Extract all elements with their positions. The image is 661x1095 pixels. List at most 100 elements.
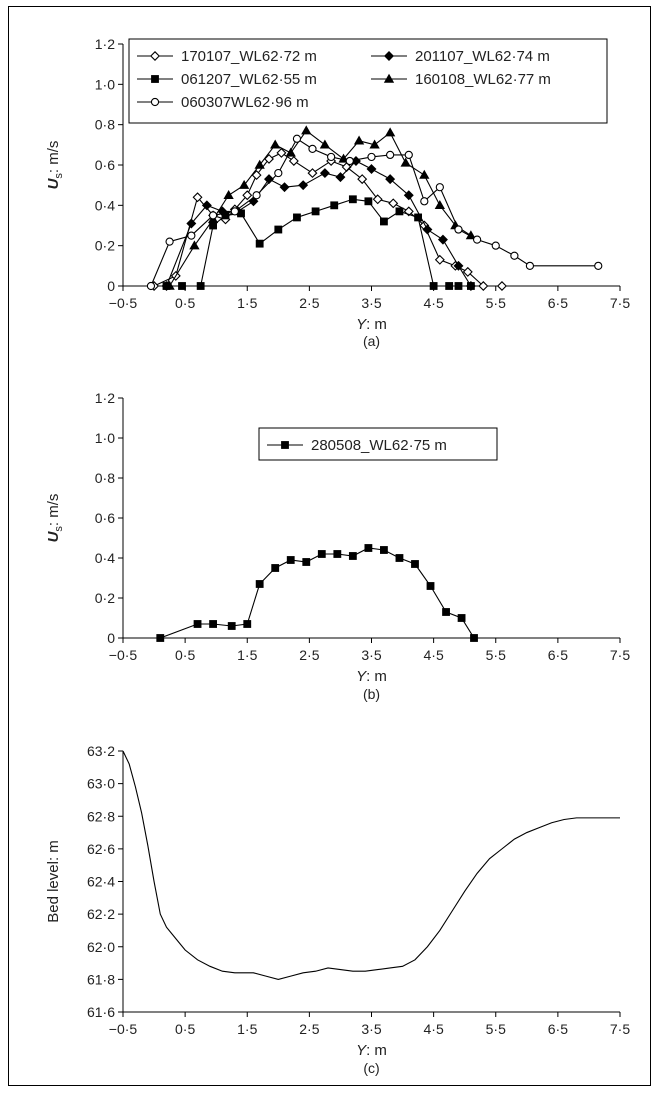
data-point [454, 225, 463, 234]
data-point [348, 552, 357, 560]
data-point [317, 550, 326, 558]
legend-marker [281, 441, 289, 449]
y-tick-label: 63·2 [87, 743, 115, 759]
x-tick-label: 6·5 [548, 1021, 568, 1037]
data-point [380, 546, 388, 554]
data-point [298, 180, 309, 191]
y-tick-label: 1·0 [95, 430, 115, 446]
y-tick-label: 0·8 [95, 117, 115, 133]
legend-marker [151, 75, 159, 83]
data-point [454, 282, 463, 290]
data-point [189, 240, 200, 250]
data-point [384, 127, 396, 137]
x-tick-label: −0·5 [109, 1021, 138, 1037]
data-point [496, 281, 507, 291]
y-axis-label: Us: m/s [45, 494, 65, 543]
panel-caption: (c) [363, 1060, 379, 1076]
data-point [156, 634, 165, 642]
data-point [335, 172, 346, 183]
x-tick-label: 2·5 [299, 647, 319, 663]
x-tick-label: 7·5 [610, 647, 630, 663]
x-axis-label-var: Y [356, 316, 367, 333]
data-point [422, 224, 433, 235]
panel-caption: (a) [363, 333, 380, 349]
y-tick-label: 62·6 [87, 841, 115, 857]
legend-label: 170107_WL62·72 m [181, 48, 317, 65]
y-tick-label: 1·0 [95, 76, 115, 92]
series-line [122, 750, 620, 980]
y-tick-label: 62·4 [87, 874, 115, 890]
data-point [364, 197, 373, 206]
data-point [385, 174, 396, 185]
data-point [414, 213, 423, 222]
data-point [308, 144, 317, 153]
x-axis-label-unit: : m [366, 316, 387, 333]
y-tick-label: 62·8 [87, 808, 115, 824]
data-point [196, 282, 205, 290]
data-point [255, 580, 264, 588]
x-axis-label-unit: : m [366, 668, 387, 685]
data-point [319, 139, 331, 149]
data-point [434, 200, 445, 210]
data-point [437, 234, 448, 245]
y-tick-label: 63·0 [87, 776, 115, 792]
data-point [187, 231, 196, 240]
series-280508_WL62·75 m [156, 544, 478, 642]
x-tick-label: 7·5 [610, 295, 630, 311]
x-axis-label: Y: m [356, 1042, 387, 1059]
data-point [420, 197, 429, 206]
legend-marker [384, 51, 394, 61]
data-point [400, 157, 411, 167]
data-point [165, 237, 174, 246]
legend: 280508_WL62·75 m [258, 427, 498, 461]
data-point [302, 558, 311, 566]
y-tick-label: 62·0 [87, 939, 115, 955]
data-point [404, 150, 413, 160]
data-point [411, 560, 419, 568]
y-tick-label: 61·6 [87, 1004, 115, 1020]
y-tick-label: 0·6 [95, 157, 115, 173]
data-point [238, 179, 250, 189]
data-point [146, 281, 156, 291]
y-axis-label-sub: s [53, 173, 65, 179]
data-point [301, 125, 312, 135]
data-point [426, 582, 435, 590]
x-tick-label: 1·5 [237, 647, 257, 663]
x-tick-label: 4·5 [424, 295, 444, 311]
data-point [319, 168, 330, 179]
data-point [330, 201, 339, 210]
y-axis-label: Us: m/s [45, 141, 65, 190]
x-tick-label: 3·5 [361, 1021, 381, 1037]
data-point [466, 282, 475, 290]
series-061207_WL62·55 m [162, 195, 475, 290]
legend-label: 280508_WL62·75 m [311, 437, 447, 454]
x-tick-label: 4·5 [424, 1021, 444, 1037]
data-point [293, 213, 301, 222]
legend-label: 201107_WL62·74 m [415, 48, 550, 65]
data-point [453, 260, 464, 271]
legend-marker [150, 97, 160, 107]
x-tick-label: 2·5 [299, 1021, 319, 1037]
data-point [478, 281, 489, 291]
data-point [395, 554, 404, 562]
legend-label: 061207_WL62·55 m [181, 71, 317, 88]
y-axis-label: Bed level: m [45, 840, 62, 923]
data-point [326, 152, 336, 162]
x-axis-label-var: Y [356, 668, 367, 685]
data-point [186, 218, 197, 229]
data-point [345, 156, 354, 166]
data-point [594, 261, 603, 270]
legend-label: 060307WL62·96 m [181, 94, 309, 111]
data-point [429, 282, 438, 290]
x-tick-label: 0·5 [175, 647, 195, 663]
series-170107_WL62·72 m [149, 147, 507, 291]
data-point [442, 608, 450, 616]
series-line [160, 547, 475, 639]
data-point [386, 150, 395, 160]
data-point [254, 159, 265, 169]
data-point [311, 207, 320, 216]
data-point [209, 620, 217, 628]
legend-box [258, 427, 498, 461]
legend-label: 160108_WL62·77 m [415, 71, 551, 88]
panel-caption: (b) [363, 686, 380, 702]
